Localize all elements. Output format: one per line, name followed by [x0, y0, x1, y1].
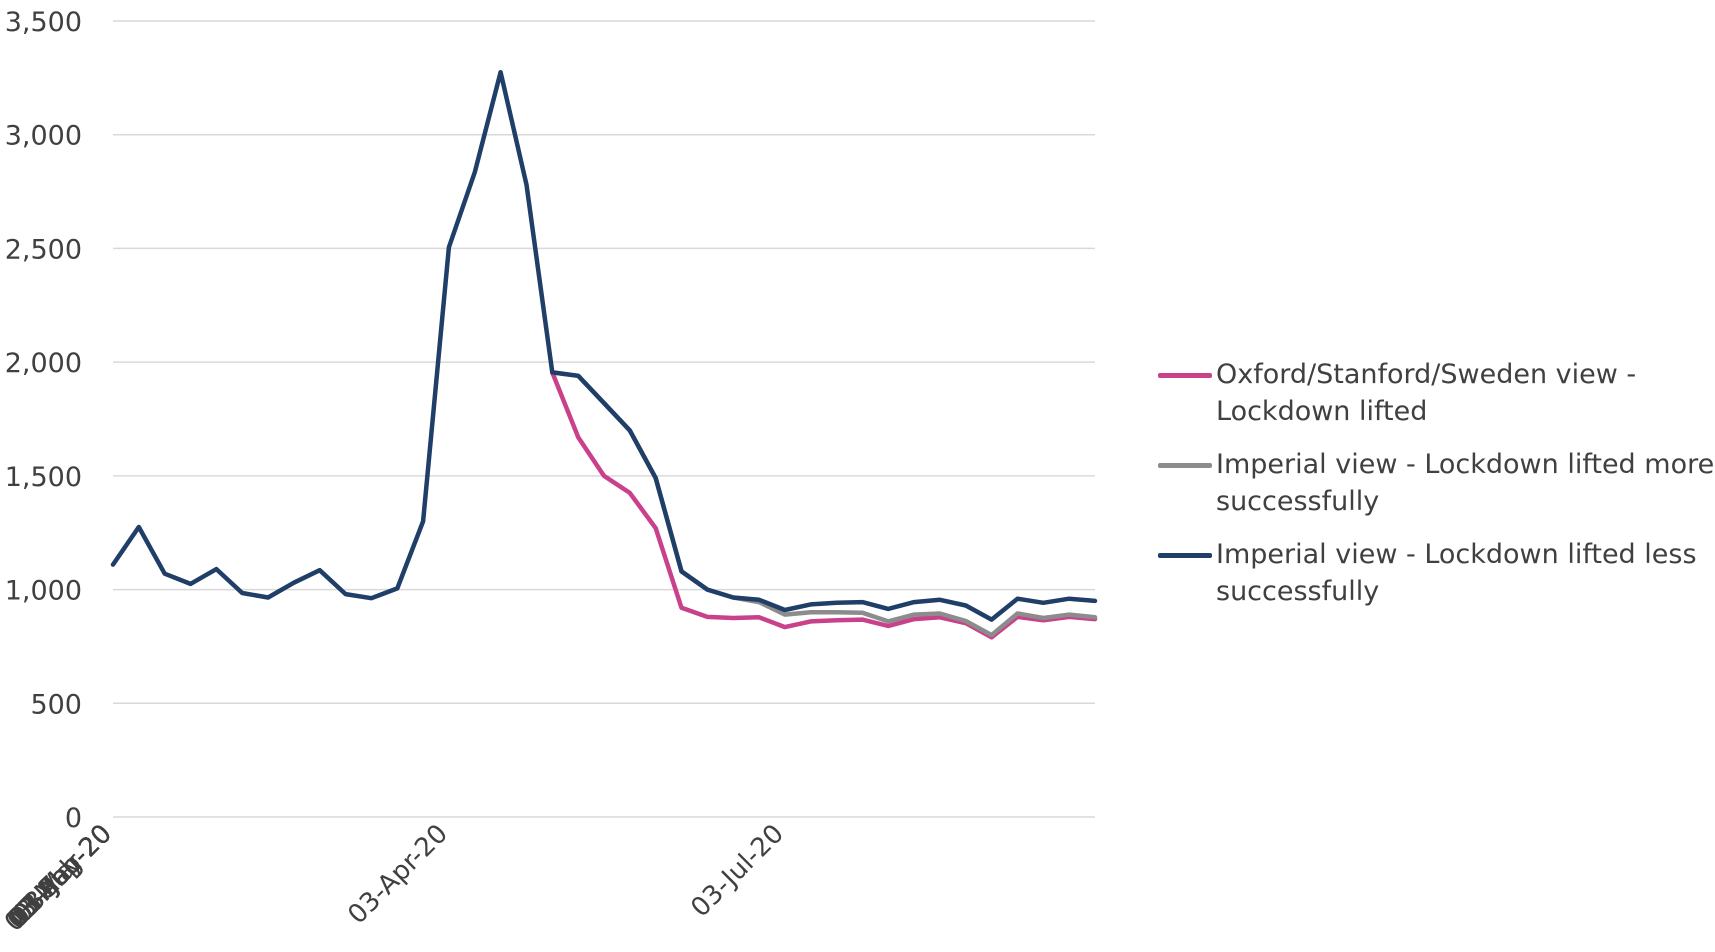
x-tick-label-6: 03-Jul-20 [685, 819, 789, 923]
legend-label-imperial-more: Imperial view - Lockdown lifted more suc… [1216, 449, 1715, 517]
y-tick-label-1000: 1,000 [5, 576, 82, 607]
y-tick-label-3000: 3,000 [5, 121, 82, 152]
series-line-0 [550, 370, 1098, 640]
legend-item-imperial-less: Imperial view - Lockdown lifted less suc… [1158, 536, 1715, 610]
x-tick-label-3: 03-Apr-20 [342, 819, 454, 931]
legend: Oxford/Stanford/Sweden view - Lockdown l… [1158, 356, 1715, 626]
y-axis-tick-labels: 0 500 1,000 1,500 2,000 2,500 3,000 3,500 [5, 7, 82, 834]
legend-item-imperial-more: Imperial view - Lockdown lifted more suc… [1158, 446, 1715, 520]
y-tick-label-2000: 2,000 [5, 348, 82, 379]
legend-label-oxford: Oxford/Stanford/Sweden view - Lockdown l… [1216, 359, 1637, 427]
legend-swatch-imperial-more [1158, 463, 1212, 468]
y-tick-label-500: 500 [30, 689, 82, 720]
legend-item-oxford: Oxford/Stanford/Sweden view - Lockdown l… [1158, 356, 1715, 430]
y-tick-label-3500: 3,500 [5, 7, 82, 38]
x-tick-label-8: 03-Sep-20 [2, 819, 118, 935]
series-line-2 [110, 69, 1098, 622]
series-lines [110, 69, 1098, 640]
legend-label-imperial-less: Imperial view - Lockdown lifted less suc… [1216, 539, 1697, 607]
gridlines [113, 20, 1095, 818]
legend-swatch-imperial-less [1158, 553, 1212, 558]
legend-swatch-oxford [1158, 373, 1212, 378]
y-tick-label-1500: 1,500 [5, 462, 82, 493]
y-tick-label-0: 0 [65, 803, 82, 834]
series-line-1 [550, 370, 1098, 638]
y-tick-label-2500: 2,500 [5, 234, 82, 265]
